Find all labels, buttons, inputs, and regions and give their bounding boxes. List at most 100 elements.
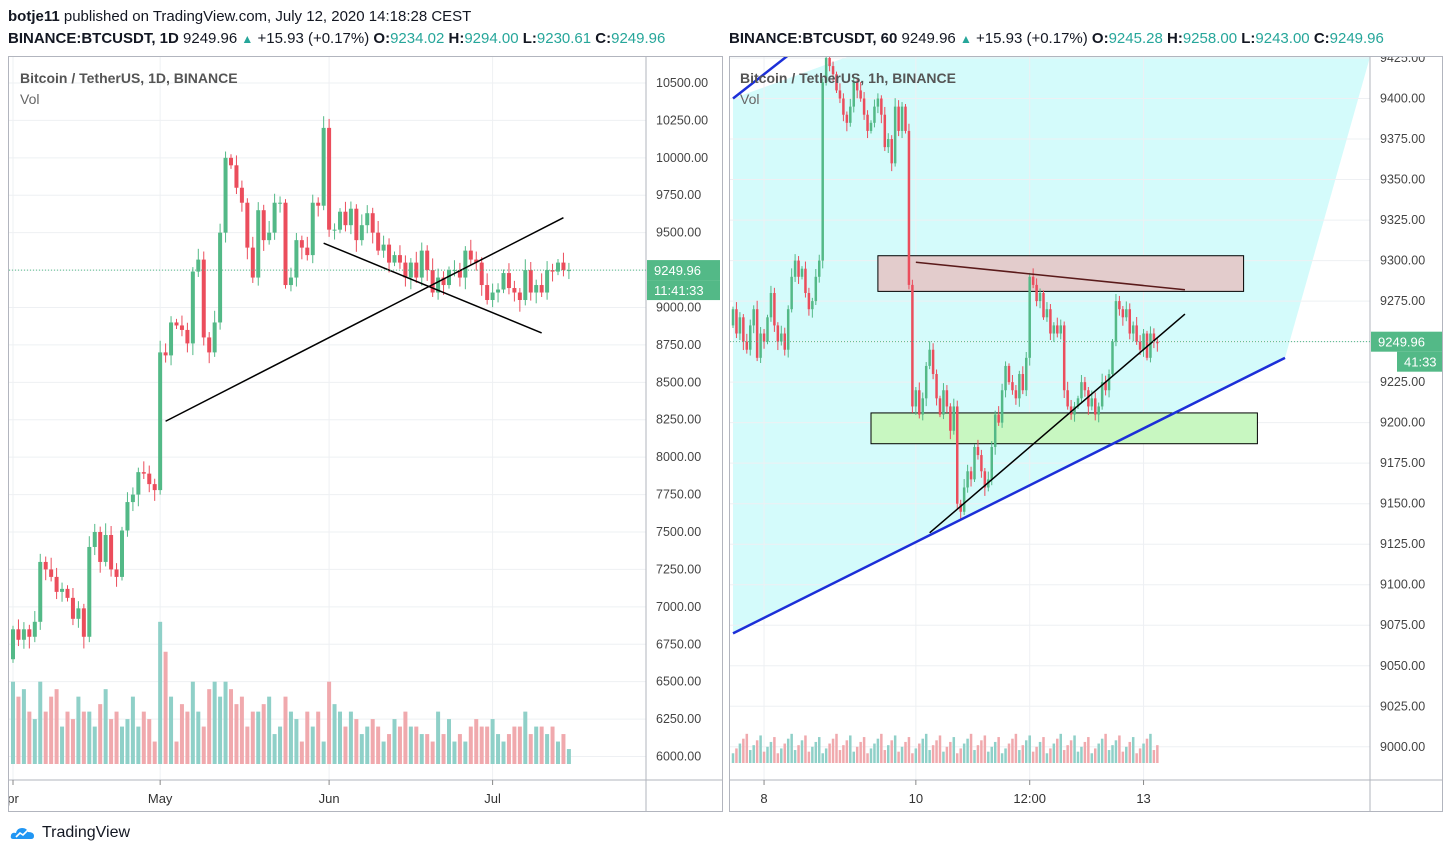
volume-bar [54, 689, 59, 764]
volume-bar [545, 734, 550, 764]
volume-bar [1125, 746, 1128, 763]
volume-bar [797, 745, 800, 763]
candle-body [316, 202, 321, 206]
candle-body [907, 130, 911, 285]
candle-body [512, 288, 517, 293]
candle-body [1028, 276, 1031, 358]
candle-body [976, 446, 980, 456]
candle-body [742, 317, 745, 342]
candle-body [430, 270, 435, 293]
x-tick-label: 8 [760, 791, 767, 806]
volume-bar [539, 726, 544, 764]
volume-bar [1097, 743, 1100, 763]
candle-body [425, 250, 430, 271]
volume-bar [907, 737, 911, 763]
candle-body [49, 569, 54, 577]
volume-bar [731, 753, 735, 763]
author-name[interactable]: botje11 [8, 8, 60, 25]
candle-body [109, 534, 114, 570]
candle-body [1035, 284, 1038, 302]
candle-body [973, 446, 976, 480]
volume-bar [310, 726, 315, 764]
volume-bar [1025, 740, 1028, 763]
volume-bar [43, 711, 48, 764]
volume-bar [818, 737, 821, 763]
volume-bar [512, 726, 517, 764]
candle-body [1138, 341, 1142, 350]
volume-bar [1090, 753, 1094, 763]
volume-bar [952, 737, 956, 763]
volume-bar [1076, 751, 1080, 763]
hourly-chart[interactable]: 9425.00 9400.00 9375.00 9350.00 9325.00 9300.… [730, 8, 1442, 811]
y-tick-label: 7750.00 [656, 488, 701, 502]
volume-bar [1049, 748, 1052, 763]
daily-chart[interactable]: 10500.00 10250.00 10000.00 9750.00 9500.00 92… [7, 57, 722, 811]
tradingview-logo[interactable]: TradingView [10, 824, 130, 842]
volume-bar [735, 748, 738, 763]
channel-band [733, 57, 1370, 634]
volume-bar [141, 711, 146, 764]
candle-body [359, 225, 364, 241]
open-label: O: [1091, 30, 1109, 47]
candle-body [1014, 390, 1018, 399]
volume-bar [1021, 745, 1025, 763]
candle-body [1125, 309, 1128, 318]
volume-bar [120, 726, 124, 764]
candle-body [463, 250, 468, 278]
volume-bar [949, 741, 952, 763]
volume-bar [1038, 741, 1042, 763]
candle-body [387, 244, 392, 263]
candle-body [1025, 357, 1028, 391]
candle-body [1156, 341, 1159, 344]
candle-body [1059, 325, 1062, 334]
candle-body [452, 270, 457, 272]
candle-body [419, 250, 424, 278]
candle-body [414, 262, 419, 278]
change-value: +15.93 (+0.17%) [257, 30, 370, 47]
candle-body [818, 260, 821, 277]
candle-body [776, 325, 780, 342]
volume-bar [959, 748, 962, 763]
candle-body [566, 270, 571, 272]
volume-bar [1156, 745, 1159, 763]
volume-bar [474, 719, 479, 764]
volume-bar [27, 711, 32, 764]
candle-body [343, 211, 348, 226]
candle-body [921, 398, 924, 415]
candle-body [207, 337, 212, 353]
volume-bar [1149, 733, 1152, 763]
candle-body [924, 365, 928, 399]
candle-body [1052, 325, 1056, 334]
volume-bar [900, 746, 904, 763]
brand-name: TradingView [42, 824, 131, 841]
candle-body [883, 114, 887, 148]
candle-body [845, 114, 849, 123]
volume-bar [1094, 748, 1097, 763]
candle-body [804, 268, 807, 293]
candle-body [1069, 406, 1073, 415]
volume-bar [152, 741, 157, 764]
volume-bar [201, 726, 206, 764]
candle-body [993, 414, 997, 447]
volume-bar [1000, 753, 1004, 763]
candle-body [60, 588, 65, 592]
candle-body [1018, 374, 1021, 399]
candle-body [490, 292, 495, 301]
volume-bar [381, 741, 386, 764]
volume-bar [1114, 740, 1118, 763]
volume-bar [272, 734, 277, 764]
candle-body [980, 455, 983, 472]
candle-body [21, 629, 26, 640]
candle-body [152, 484, 157, 491]
volume-bar [828, 743, 831, 763]
volume-bar [403, 711, 408, 764]
candle-body [267, 232, 272, 241]
candle-body [141, 472, 146, 474]
volume-bar [1100, 738, 1104, 763]
candle-body [945, 390, 949, 407]
volume-bar [973, 750, 976, 763]
candle-body [185, 329, 190, 344]
hourly-chart-panel[interactable]: 9425.00 9400.00 9375.00 9350.00 9325.00 9300.… [729, 8, 1443, 812]
daily-chart-panel[interactable]: 10500.00 10250.00 10000.00 9750.00 9500.00 92… [7, 56, 723, 812]
volume-bar [880, 733, 883, 763]
